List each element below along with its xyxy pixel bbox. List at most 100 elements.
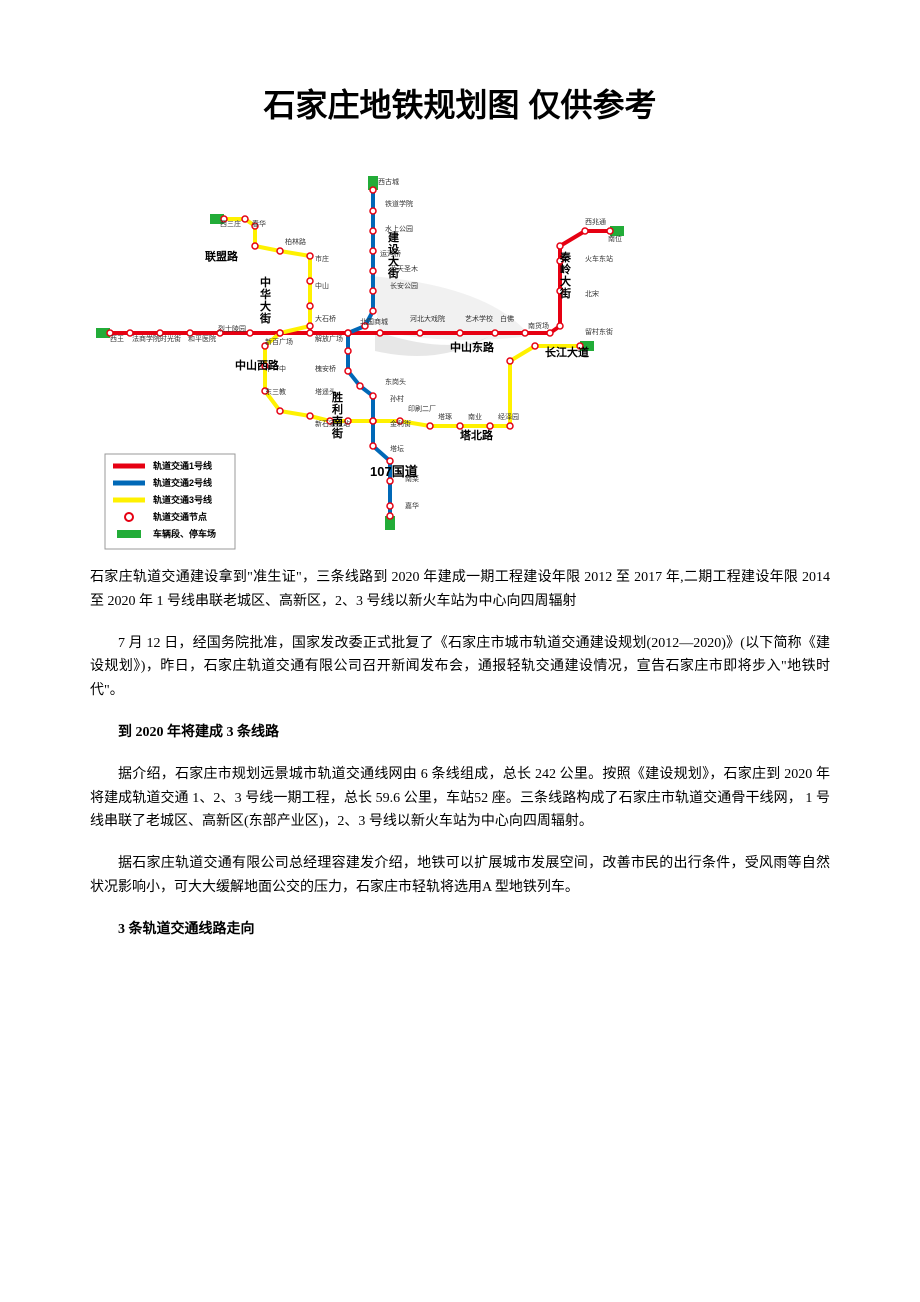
road-label: 利 xyxy=(332,402,343,416)
road-label: 街 xyxy=(331,426,343,440)
station-node xyxy=(557,323,563,329)
section-heading-1: 到 2020 年将建成 3 条线路 xyxy=(90,721,830,745)
road-label: 107国道 xyxy=(370,464,418,479)
station-node xyxy=(307,278,313,284)
station-node xyxy=(370,393,376,399)
station-node xyxy=(507,423,513,429)
road-label: 街 xyxy=(387,266,399,280)
station-node xyxy=(307,330,313,336)
station-label: 塔坛 xyxy=(390,444,404,453)
station-node xyxy=(547,330,553,336)
station-label: 火车东站 xyxy=(585,254,613,263)
road-label: 街 xyxy=(259,311,271,325)
station-label: 和平医院 xyxy=(188,334,216,343)
station-label: 南位 xyxy=(608,234,622,243)
station-label: 新百广场 xyxy=(265,337,293,346)
road-label: 南 xyxy=(332,414,343,428)
station-node xyxy=(492,330,498,336)
road-label: 街 xyxy=(559,286,571,300)
intro-paragraph-2: 7 月 12 日，经国务院批准，国家发改委正式批复了《石家庄市城市轨道交通建设规… xyxy=(90,632,830,703)
station-node xyxy=(370,418,376,424)
station-label: 长安公园 xyxy=(390,281,418,290)
station-label: 市庄 xyxy=(315,254,329,263)
road-label: 中山西路 xyxy=(235,358,280,372)
road-label: 联盟路 xyxy=(205,249,239,263)
station-node xyxy=(277,248,283,254)
intro-paragraph-1: 石家庄轨道交通建设拿到"准生证"，三条线路到 2020 年建成一期工程建设年限 … xyxy=(90,566,830,614)
station-node xyxy=(307,413,313,419)
station-label: 西王 xyxy=(110,335,124,343)
legend-label: 轨道交通1号线 xyxy=(153,460,212,471)
road-label: 设 xyxy=(388,242,400,256)
section-heading-2: 3 条轨道交通线路走向 xyxy=(90,918,830,942)
station-node xyxy=(457,330,463,336)
station-label: 烈士陵园 xyxy=(218,324,246,333)
station-node xyxy=(507,358,513,364)
station-node xyxy=(242,216,248,222)
road-label: 秦 xyxy=(559,250,572,264)
station-node xyxy=(370,308,376,314)
station-node xyxy=(345,368,351,374)
station-label: 艺术学校 xyxy=(465,314,493,323)
station-node xyxy=(345,348,351,354)
station-label: 河北大戏院 xyxy=(410,314,445,323)
legend-label: 轨道交通3号线 xyxy=(153,494,212,505)
station-label: 塔琢 xyxy=(438,412,452,421)
station-node xyxy=(582,228,588,234)
station-label: 时光街 xyxy=(160,334,181,343)
legend-label: 车辆段、停车场 xyxy=(153,528,216,539)
document-title: 石家庄地铁规划图 仅供参考 xyxy=(90,80,830,126)
road-label: 胜 xyxy=(331,390,343,404)
road-label: 建 xyxy=(388,230,400,244)
station-label: 印刷二厂 xyxy=(408,405,436,413)
station-label: 孙村 xyxy=(390,394,404,403)
road-label: 长江大道 xyxy=(545,345,589,359)
station-label: 槐安桥 xyxy=(315,364,336,373)
station-node xyxy=(345,330,351,336)
station-label: 北国商城 xyxy=(360,317,388,326)
station-label: 春华 xyxy=(252,219,266,228)
station-node xyxy=(557,243,563,249)
station-node xyxy=(370,443,376,449)
station-node xyxy=(370,208,376,214)
road-label: 大 xyxy=(260,299,271,313)
station-label: 铁道学院 xyxy=(385,199,413,208)
station-label: 大石桥 xyxy=(315,314,336,323)
station-label: 金利街 xyxy=(390,419,411,428)
station-node xyxy=(370,288,376,294)
station-node xyxy=(427,423,433,429)
station-node xyxy=(277,330,283,336)
station-label: 西兆通 xyxy=(585,217,606,226)
station-label: 北宋 xyxy=(585,289,599,298)
station-node xyxy=(307,323,313,329)
station-node xyxy=(247,330,253,336)
station-label: 南货场 xyxy=(528,321,549,330)
metro-map: 西古城西三庄春华铁道学院柏林路水上公园市庄运河桥蓝天圣木中山长安公园西王法商学院… xyxy=(90,166,630,556)
road-label: 大 xyxy=(560,274,571,288)
body-paragraph-1: 据介绍，石家庄市规划远景城市轨道交通线网由 6 条线组成，总长 242 公里。按… xyxy=(90,763,830,834)
road-label: 中 xyxy=(260,275,271,289)
station-label: 留村东街 xyxy=(585,327,613,336)
station-node xyxy=(522,330,528,336)
station-node xyxy=(370,248,376,254)
station-node xyxy=(357,383,363,389)
station-label: 经泽园 xyxy=(498,412,519,421)
station-node xyxy=(370,187,376,193)
station-label: 中山 xyxy=(315,281,329,290)
station-node xyxy=(457,423,463,429)
station-label: 嘉华 xyxy=(405,501,419,510)
station-label: 西三庄 xyxy=(220,219,241,228)
station-node xyxy=(532,343,538,349)
station-label: 法商学院 xyxy=(132,334,160,343)
road-label: 华 xyxy=(260,287,271,301)
station-label: 白佛 xyxy=(500,314,514,323)
station-node xyxy=(387,503,393,509)
station-node xyxy=(387,513,393,519)
station-node xyxy=(307,253,313,259)
road-label: 大 xyxy=(388,254,399,268)
station-label: 东岗头 xyxy=(385,377,406,386)
station-node xyxy=(377,330,383,336)
station-node xyxy=(487,423,493,429)
station-label: 东三教 xyxy=(265,387,286,396)
station-node xyxy=(607,228,613,234)
